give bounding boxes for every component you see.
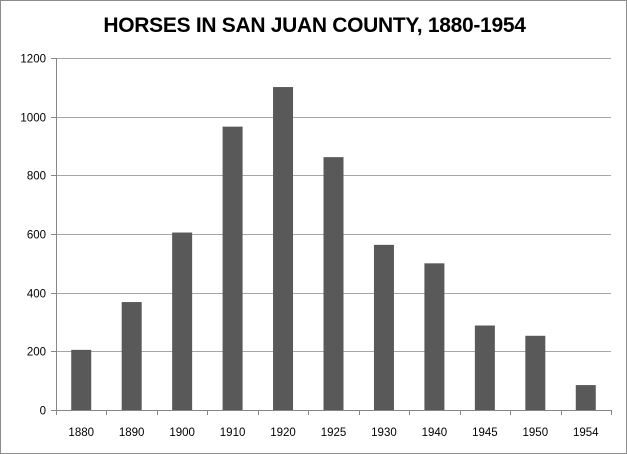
bar-1945: [474, 325, 495, 410]
x-tick-label: 1900: [169, 427, 195, 439]
x-tick-label: 1920: [270, 427, 296, 439]
bar-1910: [222, 126, 243, 410]
x-tick-labels: 1880 1890 1900 1910 1920 1925 1930 1940 1945 1950…: [68, 427, 599, 439]
x-tick-label: 1940: [422, 427, 448, 439]
bar-1880: [71, 349, 92, 410]
bar-1954: [575, 385, 596, 410]
x-tick-label: 1925: [321, 427, 347, 439]
y-tick-label: 1200: [20, 54, 46, 66]
bar-1890: [121, 302, 142, 410]
bars: [71, 87, 596, 410]
bar-1940: [424, 263, 445, 410]
chart-title: HORSES IN SAN JUAN COUNTY, 1880-1954: [103, 14, 526, 37]
x-tick-label: 1954: [573, 427, 599, 439]
bar-1920: [273, 87, 294, 410]
bar-1930: [373, 244, 394, 410]
y-tick-label: 0: [40, 406, 46, 418]
y-tick-label: 400: [27, 289, 46, 301]
bar-1900: [172, 232, 193, 410]
x-tick-label: 1950: [523, 427, 549, 439]
axes: [51, 58, 612, 415]
bar-1950: [525, 335, 546, 410]
y-tick-label: 600: [27, 230, 46, 242]
y-tick-label: 800: [27, 171, 46, 183]
y-tick-labels: 0 200 400 600 800 1000 1200: [20, 54, 46, 418]
x-tick-label: 1890: [119, 427, 145, 439]
x-tick-label: 1880: [68, 427, 94, 439]
y-tick-label: 200: [27, 347, 46, 359]
bar-1925: [323, 157, 344, 410]
x-tick-label: 1945: [472, 427, 498, 439]
y-tick-label: 1000: [20, 113, 46, 125]
x-tick-label: 1930: [371, 427, 397, 439]
x-tick-label: 1910: [220, 427, 246, 439]
